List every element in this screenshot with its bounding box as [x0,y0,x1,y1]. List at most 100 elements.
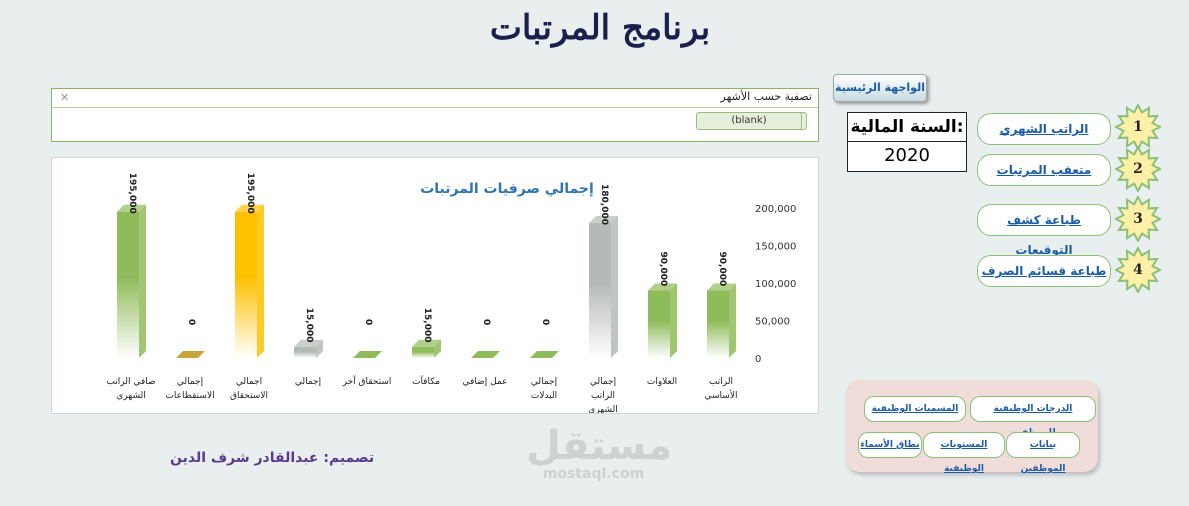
bar-side [257,204,264,358]
page-title: برنامج المرتبات [489,8,711,48]
star-number: 1 [1133,119,1143,135]
bar-flat [176,351,205,358]
bar-side [611,216,618,358]
star-number: 2 [1133,161,1143,177]
month-slicer[interactable]: ✕ تصفية حسب الأشهر 2 (blank) [51,88,819,142]
bar-side [434,339,441,358]
job-titles-button[interactable]: المسميات الوظيفية [864,396,966,422]
category-label: استحقاق آخر [342,375,392,387]
data-label: 0 [481,319,491,325]
ref-label: نطاق الأسماء [860,440,920,450]
category-label: الاستقطاعات [165,391,214,401]
bar [589,223,611,358]
star-badge-icon: 1 [1113,102,1163,152]
employee-data-button[interactable]: بيانات الموظفين [1006,432,1080,474]
name-range-button[interactable]: نطاق الأسماء [858,432,922,458]
slicer-item-blank[interactable]: (blank) [696,112,802,130]
y-tick-label: 50,000 [755,317,790,328]
category-label: إجمالي [177,377,203,387]
bar-flat [530,351,559,358]
clear-filter-icon[interactable]: ✕ [60,91,70,104]
data-label: 15,000 [304,308,314,343]
nav-label: طباعة قسائم الصرف [981,264,1107,278]
bar-flat [471,351,500,358]
y-tick-label: 150,000 [755,242,796,253]
nav-signatures-print-button[interactable]: طباعة كشف التوقيعات [977,204,1111,257]
fiscal-year-box: السنة المالية: 2020 [847,112,967,172]
bar [235,211,257,358]
data-label: 180,000 [599,184,609,225]
data-label: 0 [186,319,196,325]
data-label: 195,000 [245,173,255,214]
category-label: البدلات [531,391,557,401]
bar-flat [353,351,382,358]
category-label: الشهري [116,391,145,401]
category-label: عمل إضافي [463,377,508,387]
fiscal-year-label: السنة المالية: [848,113,966,142]
category-label: الشهري [588,405,617,413]
star-badge-icon: 4 [1113,245,1163,295]
category-label: إجمالي [531,377,557,387]
star-badge-icon: 3 [1113,194,1163,244]
ref-label: المستويات الوظيفية [940,440,988,474]
watermark-url: mostaql.com [542,466,645,482]
category-label: الاستحقاق [230,391,268,401]
category-label: الأساسي [705,389,738,401]
star-badge-icon: 2 [1113,144,1163,194]
data-label: 15,000 [422,308,432,343]
bar-top [707,283,736,291]
nav-label: متعقب المرتبات [996,163,1092,177]
bar [294,346,316,358]
bar-top [589,216,618,223]
home-button[interactable]: الواجهة الرئيسية [833,74,927,102]
watermark: مستقل mostaql.com [526,423,673,482]
payroll-chart: إجمالي صرفيات المرتبات 0 50,000 100,000 150,… [51,157,819,414]
y-tick-label: 0 [755,354,761,365]
nav-payslips-print-button[interactable]: طباعة قسائم الصرف [977,255,1111,287]
reference-tables-panel: الدرجات الوظيفية للموظفين المسميات الوظي… [846,380,1098,474]
bar-side [139,204,146,358]
bar-top [235,204,264,212]
category-label: الراتب [709,377,733,387]
chart-title: إجمالي صرفيات المرتبات [420,181,594,197]
bar-top [117,204,146,212]
data-label: 0 [363,319,373,325]
category-label: اجمالي [236,377,262,387]
data-label: 90,000 [717,252,727,287]
job-grades-button[interactable]: الدرجات الوظيفية للموظفين [970,396,1096,438]
data-label: 90,000 [658,252,668,287]
bar [117,211,139,358]
bar-top [412,339,441,347]
bar-top [294,339,323,347]
chart-svg: إجمالي صرفيات المرتبات 0 50,000 100,000 150,… [106,173,796,413]
data-label: 195,000 [127,173,137,214]
category-label: مكافآت [412,375,440,387]
bar [412,346,434,358]
data-label: 0 [540,319,550,325]
bar-side [316,339,323,358]
bar-top [648,283,677,291]
bar [648,290,670,358]
ref-label: بيانات الموظفين [1020,440,1066,474]
bar-side [670,283,677,358]
fiscal-year-value[interactable]: 2020 [884,145,930,166]
category-label: إجمالي [295,377,321,387]
category-label: العلاوات [647,377,677,387]
star-number: 4 [1133,262,1143,278]
slicer-header: ✕ تصفية حسب الأشهر [52,89,818,108]
category-label: إجمالي [590,377,616,387]
category-label: صافي الراتب [106,377,155,387]
job-levels-button[interactable]: المستويات الوظيفية [923,432,1005,474]
slicer-title: تصفية حسب الأشهر [720,90,812,103]
nav-label: الراتب الشهري [999,122,1089,136]
category-label: الراتب [591,391,615,401]
nav-label: طباعة كشف التوقيعات [1007,213,1081,257]
star-number: 3 [1133,211,1143,227]
designer-credit: تصميم: عبدالقادر شرف الدين [170,450,375,466]
nav-monthly-salary-button[interactable]: الراتب الشهري [977,113,1111,145]
y-tick-label: 200,000 [755,204,796,215]
watermark-logo-text: مستقل [526,423,673,469]
ref-label: المسميات الوظيفية [871,404,959,414]
nav-salary-tracker-button[interactable]: متعقب المرتبات [977,154,1111,186]
y-tick-label: 100,000 [755,279,796,290]
